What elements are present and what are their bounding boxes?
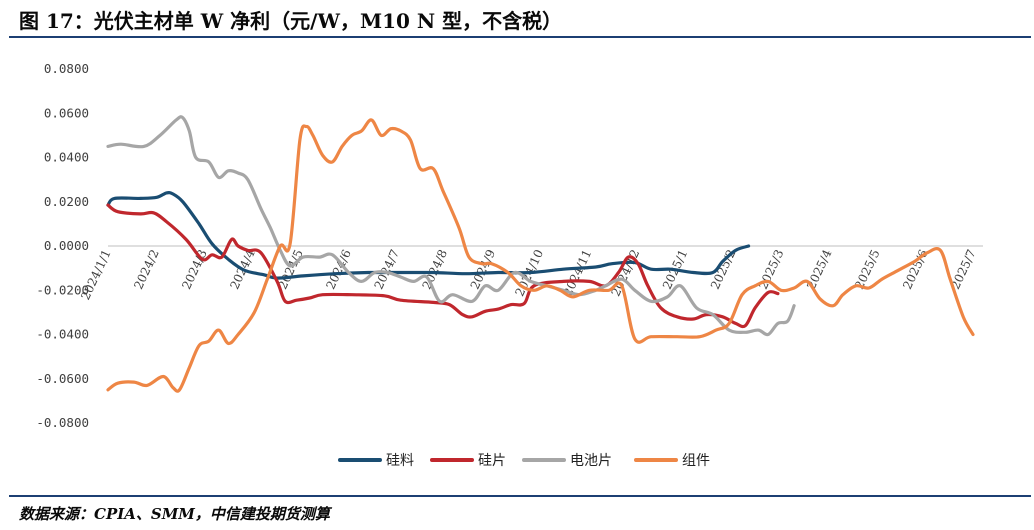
- legend-label: 电池片: [570, 453, 612, 469]
- x-tick-label: 2024/7: [372, 247, 403, 291]
- legend-label: 组件: [682, 453, 710, 469]
- figure-title: 图 17：光伏主材单 W 净利（元/W，M10 N 型，不含税）: [19, 9, 563, 33]
- y-tick-label: -0.0600: [36, 371, 89, 386]
- y-axis: 0.0800 0.0600 0.0400 0.0200 0.0000 -0.0200 -0.…: [36, 61, 89, 430]
- x-tick-label: 2024/1/1: [78, 247, 113, 302]
- y-tick-label: -0.0200: [36, 282, 89, 297]
- x-tick-label: 2024/8: [420, 247, 451, 291]
- legend-item: 硅片: [430, 453, 506, 469]
- title-rule: [9, 36, 1031, 38]
- series-line: [106, 118, 975, 393]
- y-tick-label: 0.0200: [44, 194, 89, 209]
- legend: 硅料 硅片 电池片 组件: [338, 453, 710, 469]
- y-tick-label: 0.0600: [44, 105, 89, 120]
- x-tick-label: 2025/4: [804, 247, 835, 292]
- x-tick-label: 2024/2: [131, 247, 162, 291]
- source-rule: [9, 495, 1031, 497]
- y-tick-label: -0.0400: [36, 327, 89, 342]
- y-tick-label: 0.0400: [44, 150, 89, 165]
- legend-label: 硅料: [386, 453, 414, 469]
- y-tick-label: 0.0000: [44, 238, 89, 253]
- source-note: 数据来源：CPIA、SMM，中信建投期货测算: [19, 505, 330, 523]
- y-tick-label: 0.0800: [44, 61, 89, 76]
- legend-item: 电池片: [522, 453, 612, 469]
- y-tick-label: -0.0800: [36, 415, 89, 430]
- legend-item: 组件: [634, 453, 710, 469]
- x-tick-label: 2024/3: [179, 247, 210, 291]
- series-line: [106, 203, 780, 329]
- x-tick-label: 2025/2: [708, 247, 739, 291]
- series-lines: [106, 115, 975, 393]
- legend-label: 硅片: [478, 453, 506, 469]
- series-line: [106, 115, 796, 337]
- x-tick-label: 2024/9: [468, 247, 499, 291]
- legend-item: 硅料: [338, 453, 414, 469]
- x-tick-label: 2025/3: [756, 247, 787, 291]
